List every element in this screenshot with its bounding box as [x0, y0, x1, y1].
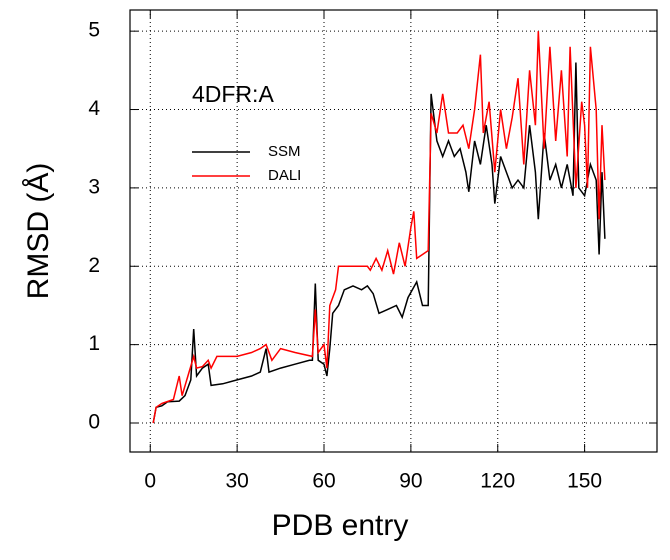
y-tick-label: 1	[88, 332, 100, 355]
y-tick-label: 5	[88, 19, 100, 42]
x-axis-label: PDB entry	[272, 509, 409, 542]
y-tick-label: 0	[88, 411, 100, 434]
x-tick-label: 0	[144, 470, 156, 493]
legend-label: SSM	[268, 143, 301, 160]
data-line	[152, 62, 606, 424]
annotation: 4DFR:A	[192, 81, 274, 107]
data-line	[152, 31, 606, 424]
x-tick-label: 120	[480, 470, 515, 493]
plot-frame	[129, 9, 658, 453]
x-tick-label: 30	[225, 470, 248, 493]
x-tick-label: 90	[399, 470, 422, 493]
legend-label: DALI	[268, 167, 301, 184]
y-tick-label: 3	[88, 175, 100, 198]
x-tick-label: 150	[567, 470, 602, 493]
x-tick-label: 60	[312, 470, 335, 493]
y-tick-label: 4	[88, 97, 100, 120]
y-axis-label: RMSD (Å)	[22, 163, 55, 300]
y-tick-label: 2	[88, 254, 100, 277]
